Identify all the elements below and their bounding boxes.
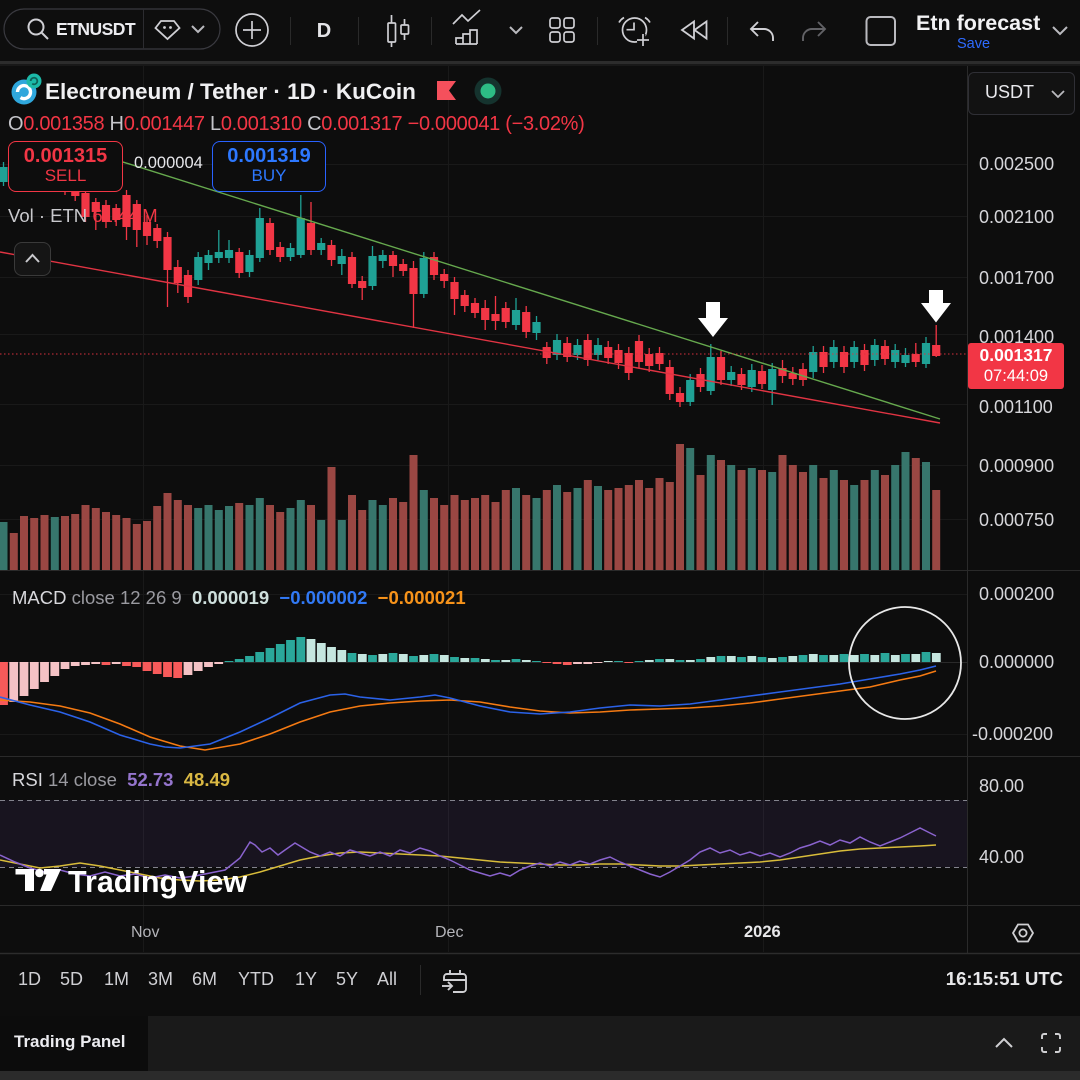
svg-text:D: D [317, 20, 331, 42]
svg-text:0.000900: 0.000900 [979, 456, 1054, 476]
svg-text:ETNUSDT: ETNUSDT [56, 19, 136, 39]
svg-text:0.002100: 0.002100 [979, 207, 1054, 227]
svg-text:0.002500: 0.002500 [979, 154, 1054, 174]
svg-text:Electroneum / Tether · 1D · Ku: Electroneum / Tether · 1D · KuCoin [45, 79, 416, 104]
svg-text:0.001317: 0.001317 [980, 345, 1053, 365]
svg-text:07:44:09: 07:44:09 [984, 367, 1048, 385]
svg-text:40.00: 40.00 [979, 847, 1024, 867]
svg-text:0.000750: 0.000750 [979, 510, 1054, 530]
svg-text:TradingView: TradingView [68, 865, 247, 899]
svg-text:Etn forecast: Etn forecast [916, 11, 1040, 35]
svg-text:Save: Save [957, 36, 990, 52]
svg-text:0.001400: 0.001400 [979, 327, 1054, 347]
svg-text:0.000200: 0.000200 [979, 584, 1054, 604]
svg-text:0.000000: 0.000000 [979, 652, 1054, 672]
svg-text:80.00: 80.00 [979, 776, 1024, 796]
svg-text:0.001100: 0.001100 [979, 397, 1053, 417]
svg-text:-0.000200: -0.000200 [972, 724, 1053, 744]
svg-text:0.001700: 0.001700 [979, 268, 1054, 288]
